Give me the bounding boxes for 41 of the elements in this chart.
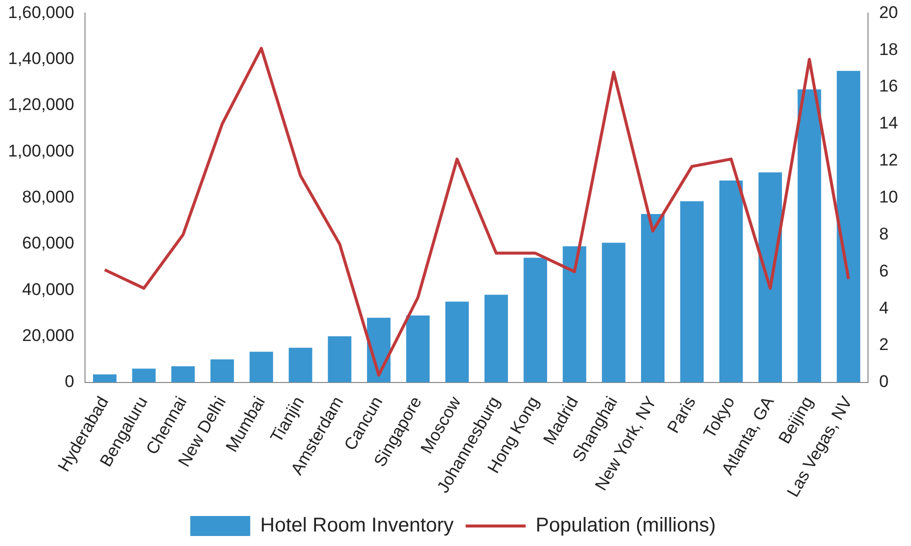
bar <box>171 366 195 382</box>
bar <box>132 368 156 382</box>
y2-tick-label: 0 <box>879 372 889 392</box>
y2-tick-label: 4 <box>879 298 889 318</box>
bar <box>836 70 860 382</box>
y-tick-label: 60,000 <box>22 234 74 253</box>
y2-tick-label: 14 <box>879 114 898 133</box>
bar <box>562 246 586 382</box>
y2-tick-label: 12 <box>879 150 898 170</box>
bar <box>680 201 704 382</box>
y-tick-label: 0 <box>64 372 74 392</box>
y2-tick-label: 8 <box>879 224 889 244</box>
y2-tick-label: 16 <box>879 76 898 96</box>
bar <box>288 348 312 382</box>
y-tick-label: 20,000 <box>22 326 74 345</box>
bar <box>406 315 430 382</box>
y2-tick-label: 18 <box>879 40 898 59</box>
bar <box>524 258 548 382</box>
bar <box>602 242 626 382</box>
bar <box>719 180 743 382</box>
y-tick-label: 80,000 <box>22 187 74 206</box>
y-tick-label: 1,40,000 <box>8 49 74 68</box>
bar <box>758 172 782 382</box>
y-tick-label: 1,00,000 <box>8 141 74 160</box>
y-tick-label: 1,60,000 <box>8 2 74 22</box>
y2-tick-label: 6 <box>879 261 889 280</box>
bar <box>93 374 116 382</box>
bar <box>798 89 822 382</box>
bar <box>210 359 234 382</box>
bar <box>484 294 508 382</box>
bar <box>328 336 352 382</box>
y2-tick-label: 20 <box>879 2 898 22</box>
bar <box>641 214 665 382</box>
y2-tick-label: 2 <box>879 335 889 354</box>
legend-label: Hotel Room Inventory <box>260 514 454 537</box>
y-tick-label: 40,000 <box>22 280 74 299</box>
y2-tick-label: 10 <box>879 187 898 206</box>
legend-label: Population (millions) <box>536 514 716 537</box>
bar <box>445 302 469 382</box>
y-tick-label: 1,20,000 <box>8 95 74 114</box>
bar <box>250 352 274 382</box>
